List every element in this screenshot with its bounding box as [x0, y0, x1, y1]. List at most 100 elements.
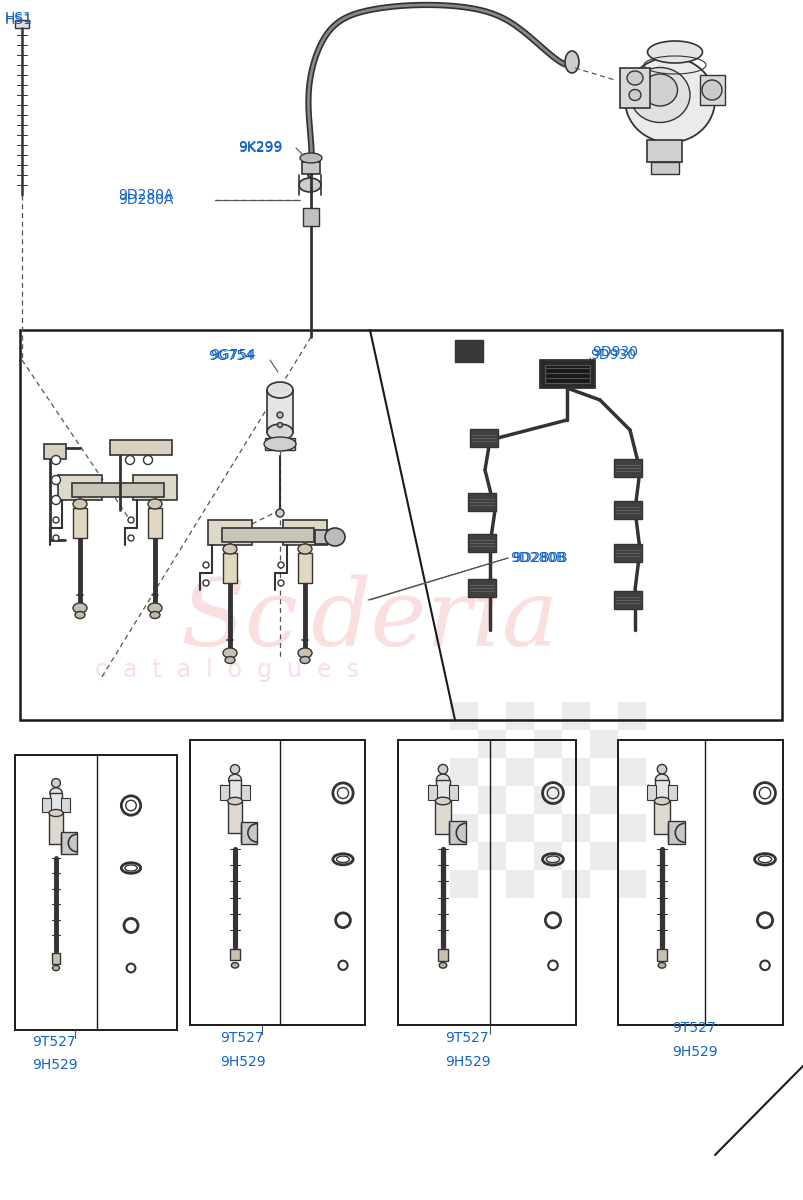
Text: Sc: Sc	[180, 575, 297, 665]
Bar	[540, 360, 594, 388]
Ellipse shape	[227, 797, 242, 805]
Bar	[448, 821, 465, 844]
Bar	[561, 870, 589, 898]
Bar	[450, 702, 478, 730]
Ellipse shape	[267, 382, 292, 398]
Bar	[699, 74, 724, 104]
Bar	[533, 730, 561, 758]
Ellipse shape	[49, 810, 63, 816]
Bar	[208, 520, 251, 545]
Ellipse shape	[624, 58, 714, 143]
Bar	[73, 508, 87, 538]
Text: HS1: HS1	[5, 11, 33, 25]
Text: 9D930: 9D930	[591, 344, 638, 359]
Bar	[654, 802, 669, 834]
Ellipse shape	[125, 456, 134, 464]
Ellipse shape	[278, 580, 283, 586]
Bar	[49, 812, 63, 844]
Bar	[240, 785, 250, 800]
Bar	[589, 730, 618, 758]
Bar	[618, 702, 645, 730]
Bar	[230, 949, 239, 960]
Bar	[148, 508, 161, 538]
Bar	[561, 758, 589, 786]
Text: 9T527: 9T527	[32, 1034, 75, 1049]
Bar	[618, 740, 782, 1025]
Ellipse shape	[436, 774, 449, 786]
Ellipse shape	[128, 517, 134, 523]
Ellipse shape	[267, 424, 292, 440]
Ellipse shape	[626, 71, 642, 85]
Ellipse shape	[51, 496, 60, 504]
Text: c  a  t  a  l  o  g  u  e  s: c a t a l o g u e s	[95, 658, 358, 682]
Text: 9D280B: 9D280B	[509, 551, 565, 565]
Text: 9H529: 9H529	[671, 1045, 717, 1058]
Ellipse shape	[51, 779, 60, 787]
Bar	[467, 534, 495, 552]
Ellipse shape	[275, 509, 283, 517]
Ellipse shape	[52, 965, 59, 971]
Ellipse shape	[438, 962, 446, 968]
Ellipse shape	[150, 612, 160, 618]
Bar	[613, 458, 642, 476]
Bar	[646, 140, 681, 162]
Ellipse shape	[50, 787, 62, 798]
Bar	[302, 162, 320, 174]
Bar	[654, 780, 668, 804]
Ellipse shape	[277, 412, 283, 418]
Bar	[478, 842, 505, 870]
Bar	[467, 493, 495, 511]
Bar	[283, 520, 327, 545]
Ellipse shape	[298, 544, 312, 554]
Bar	[15, 20, 29, 28]
Bar	[450, 758, 478, 786]
Text: 9H529: 9H529	[444, 1055, 490, 1069]
Bar	[478, 730, 505, 758]
Bar	[589, 842, 618, 870]
Bar	[61, 833, 77, 853]
Bar	[427, 785, 437, 800]
Bar	[618, 870, 645, 898]
Text: 9H529: 9H529	[32, 1058, 78, 1072]
Bar	[315, 530, 331, 544]
Bar	[619, 68, 649, 108]
Ellipse shape	[701, 80, 721, 100]
Bar	[650, 162, 679, 174]
Bar	[72, 482, 164, 497]
Ellipse shape	[658, 962, 665, 968]
Ellipse shape	[53, 517, 59, 523]
Bar	[20, 330, 781, 720]
Bar	[298, 553, 312, 583]
Ellipse shape	[654, 797, 669, 805]
Bar	[613, 500, 642, 518]
Bar	[397, 740, 575, 1025]
Text: HS1: HS1	[5, 13, 33, 26]
Bar	[240, 822, 257, 844]
Bar	[110, 440, 172, 455]
Bar	[50, 793, 62, 815]
Bar	[478, 786, 505, 814]
Bar	[51, 953, 60, 964]
Bar	[438, 949, 447, 961]
Bar	[613, 544, 642, 562]
Bar	[656, 949, 666, 961]
Bar	[267, 390, 292, 432]
Bar	[220, 785, 229, 800]
Bar	[544, 365, 589, 383]
Ellipse shape	[53, 535, 59, 541]
Ellipse shape	[299, 178, 320, 192]
Bar	[44, 444, 66, 458]
Bar	[58, 475, 102, 500]
Bar	[505, 870, 533, 898]
Ellipse shape	[73, 499, 87, 509]
Bar	[132, 475, 177, 500]
Ellipse shape	[222, 648, 237, 658]
Ellipse shape	[565, 50, 578, 73]
Ellipse shape	[128, 535, 134, 541]
Text: 9D280B: 9D280B	[512, 551, 567, 565]
Ellipse shape	[230, 764, 239, 774]
Bar	[450, 870, 478, 898]
Ellipse shape	[143, 456, 153, 464]
Ellipse shape	[228, 774, 241, 785]
Bar	[436, 780, 449, 804]
